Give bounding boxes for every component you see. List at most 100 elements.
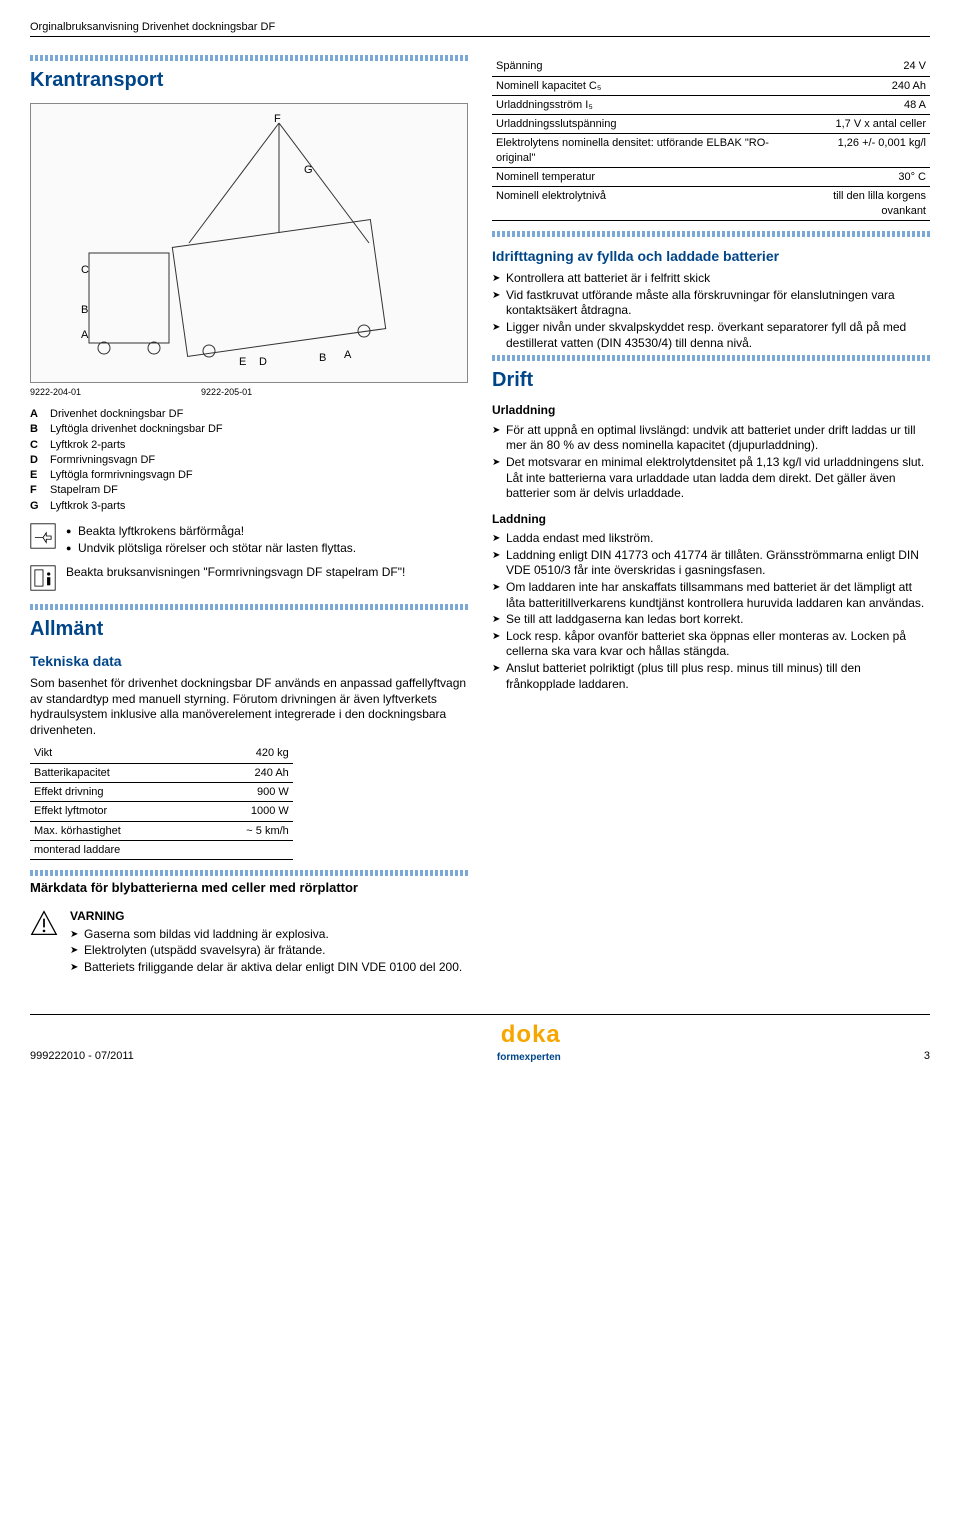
warning-items: Gaserna som bildas vid laddning är explo… xyxy=(70,927,462,976)
info-note: Beakta bruksanvisningen "Formrivningsvag… xyxy=(30,565,468,596)
table-row: Max. körhastighet~ 5 km/h xyxy=(30,821,293,840)
legend-item: E Lyftögla formrivningsvagn DF xyxy=(30,468,468,482)
spec-key: Max. körhastighet xyxy=(30,821,201,840)
list-item: Lock resp. kåpor ovanför batteriet ska ö… xyxy=(492,629,930,660)
list-item: Om laddaren inte har anskaffats tillsamm… xyxy=(492,580,930,611)
svg-text:C: C xyxy=(81,264,89,276)
warning-label: VARNING xyxy=(70,909,462,925)
legend-item: DFormrivningsvagn DF xyxy=(30,453,468,467)
page-number: 3 xyxy=(924,1049,930,1063)
hand-note: Beakta lyftkrokens bärförmåga!Undvik plö… xyxy=(30,523,468,557)
info-icon xyxy=(30,565,58,596)
svg-text:B: B xyxy=(319,352,326,364)
spec-key: Batterikapacitet xyxy=(30,763,201,782)
tekniska-title: Tekniska data xyxy=(30,652,468,670)
spec-key: Urladdningsslutspänning xyxy=(492,115,792,134)
legend-val: Lyftkrok 2-parts xyxy=(50,438,125,452)
spec-key: Nominell elektrolytnivå xyxy=(492,187,792,221)
legend-val: Drivenhet dockningsbar DF xyxy=(50,407,183,421)
crane-diagram: F G C B A E D B A xyxy=(30,103,468,383)
hand-icon xyxy=(30,523,58,554)
urladd-title: Urladdning xyxy=(492,403,930,419)
list-item: Det motsvarar en minimal elektrolytdensi… xyxy=(492,455,930,502)
header-rule xyxy=(30,36,930,37)
svg-text:A: A xyxy=(344,349,352,361)
code-a: 9222-204-01 xyxy=(30,387,81,399)
legend-item: A Drivenhet dockningsbar DF xyxy=(30,407,468,421)
ladd-title: Laddning xyxy=(492,512,930,528)
decor-bar xyxy=(492,355,930,361)
legend-list: A Drivenhet dockningsbar DF B Lyftögla driv… xyxy=(30,407,468,513)
legend-item: FStapelram DF xyxy=(30,483,468,497)
legend-val: Stapelram DF xyxy=(50,483,118,497)
urladd-items: För att uppnå en optimal livslängd: undv… xyxy=(492,423,930,502)
table-row: Urladdningsslutspänning1,7 V x antal cel… xyxy=(492,115,930,134)
decor-bar xyxy=(30,604,468,610)
svg-text:B: B xyxy=(81,304,88,316)
brand-tag: formexperten xyxy=(497,1051,561,1064)
legend-item: C Lyftkrok 2-parts xyxy=(30,438,468,452)
table-row: monterad laddare xyxy=(30,840,293,859)
drift-title: Drift xyxy=(492,367,930,393)
spec-val: 1000 W xyxy=(201,802,292,821)
list-item: Kontrollera att batteriet är i felfritt … xyxy=(492,271,930,287)
footer: 999222010 - 07/2011 doka formexperten 3 xyxy=(30,1014,930,1063)
spec-key: Nominell kapacitet C₅ xyxy=(492,76,792,95)
spec-val: 1,7 V x antal celler xyxy=(792,115,930,134)
table-row: Nominell kapacitet C₅240 Ah xyxy=(492,76,930,95)
table-row: Effekt lyftmotor1000 W xyxy=(30,802,293,821)
legend-key: B xyxy=(30,422,44,436)
right-column: Spänning24 VNominell kapacitet C₅240 AhU… xyxy=(492,51,930,984)
table-row: Urladdningsström I₅48 A xyxy=(492,95,930,114)
svg-text:E: E xyxy=(239,356,246,368)
header-line: Orginalbruksanvisning Drivenhet dockning… xyxy=(30,20,930,34)
spec-val: 420 kg xyxy=(201,744,292,763)
info-text: Beakta bruksanvisningen "Formrivningsvag… xyxy=(66,565,405,581)
spec-table-1: Vikt420 kgBatterikapacitet240 AhEffekt d… xyxy=(30,744,293,860)
footer-logo: doka formexperten xyxy=(497,1019,561,1063)
svg-text:G: G xyxy=(304,164,313,176)
list-item: Gaserna som bildas vid laddning är explo… xyxy=(70,927,462,943)
spec-val: 48 A xyxy=(792,95,930,114)
legend-key: A xyxy=(30,407,44,421)
spec-key: Spänning xyxy=(492,57,792,76)
spec-val: 1,26 +/- 0,001 kg/l xyxy=(792,134,930,168)
table-row: Vikt420 kg xyxy=(30,744,293,763)
spec-key: monterad laddare xyxy=(30,840,201,859)
ladd-items: Ladda endast med likström.Laddning enlig… xyxy=(492,531,930,692)
legend-val: Lyftögla formrivningsvagn DF xyxy=(50,468,193,482)
spec-key: Elektrolytens nominella densitet: utföra… xyxy=(492,134,792,168)
note-bullets: Beakta lyftkrokens bärförmåga!Undvik plö… xyxy=(66,523,356,557)
decor-bar xyxy=(30,55,468,61)
list-item: Vid fastkruvat utförande måste alla förs… xyxy=(492,288,930,319)
brand-name: doka xyxy=(497,1019,561,1050)
list-item: Se till att laddgaserna kan ledas bort k… xyxy=(492,612,930,628)
legend-val: Lyftögla drivenhet dockningsbar DF xyxy=(50,422,223,436)
warning-box: VARNING Gaserna som bildas vid laddning … xyxy=(30,909,468,976)
main-columns: Krantransport F G C B A xyxy=(30,51,930,984)
legend-key: C xyxy=(30,438,44,452)
spec-key: Vikt xyxy=(30,744,201,763)
list-item: Ligger nivån under skvalpskyddet resp. ö… xyxy=(492,320,930,351)
legend-item: B Lyftögla drivenhet dockningsbar DF xyxy=(30,422,468,436)
warning-triangle-icon xyxy=(30,909,60,976)
legend-key: D xyxy=(30,453,44,467)
markdata-title: Märkdata för blybatterierna med celler m… xyxy=(30,880,468,897)
code-b: 9222-205-01 xyxy=(201,387,252,399)
list-item: Laddning enligt DIN 41773 och 41774 är t… xyxy=(492,548,930,579)
table-row: Nominell elektrolytnivåtill den lilla ko… xyxy=(492,187,930,221)
spec-val xyxy=(201,840,292,859)
spec-key: Nominell temperatur xyxy=(492,168,792,187)
spec-val: 900 W xyxy=(201,783,292,802)
idrift-items: Kontrollera att batteriet är i felfritt … xyxy=(492,271,930,351)
list-item: Ladda endast med likström. xyxy=(492,531,930,547)
decor-bar xyxy=(492,231,930,237)
diagram-codes: 9222-204-01 9222-205-01 xyxy=(30,387,468,399)
spec-val: ~ 5 km/h xyxy=(201,821,292,840)
note-bullet: Beakta lyftkrokens bärförmåga! xyxy=(66,524,356,540)
spec-table-2: Spänning24 VNominell kapacitet C₅240 AhU… xyxy=(492,57,930,221)
legend-key: E xyxy=(30,468,44,482)
list-item: För att uppnå en optimal livslängd: undv… xyxy=(492,423,930,454)
spec-key: Effekt drivning xyxy=(30,783,201,802)
idrift-title: Idrifttagning av fyllda och laddade batt… xyxy=(492,247,930,265)
